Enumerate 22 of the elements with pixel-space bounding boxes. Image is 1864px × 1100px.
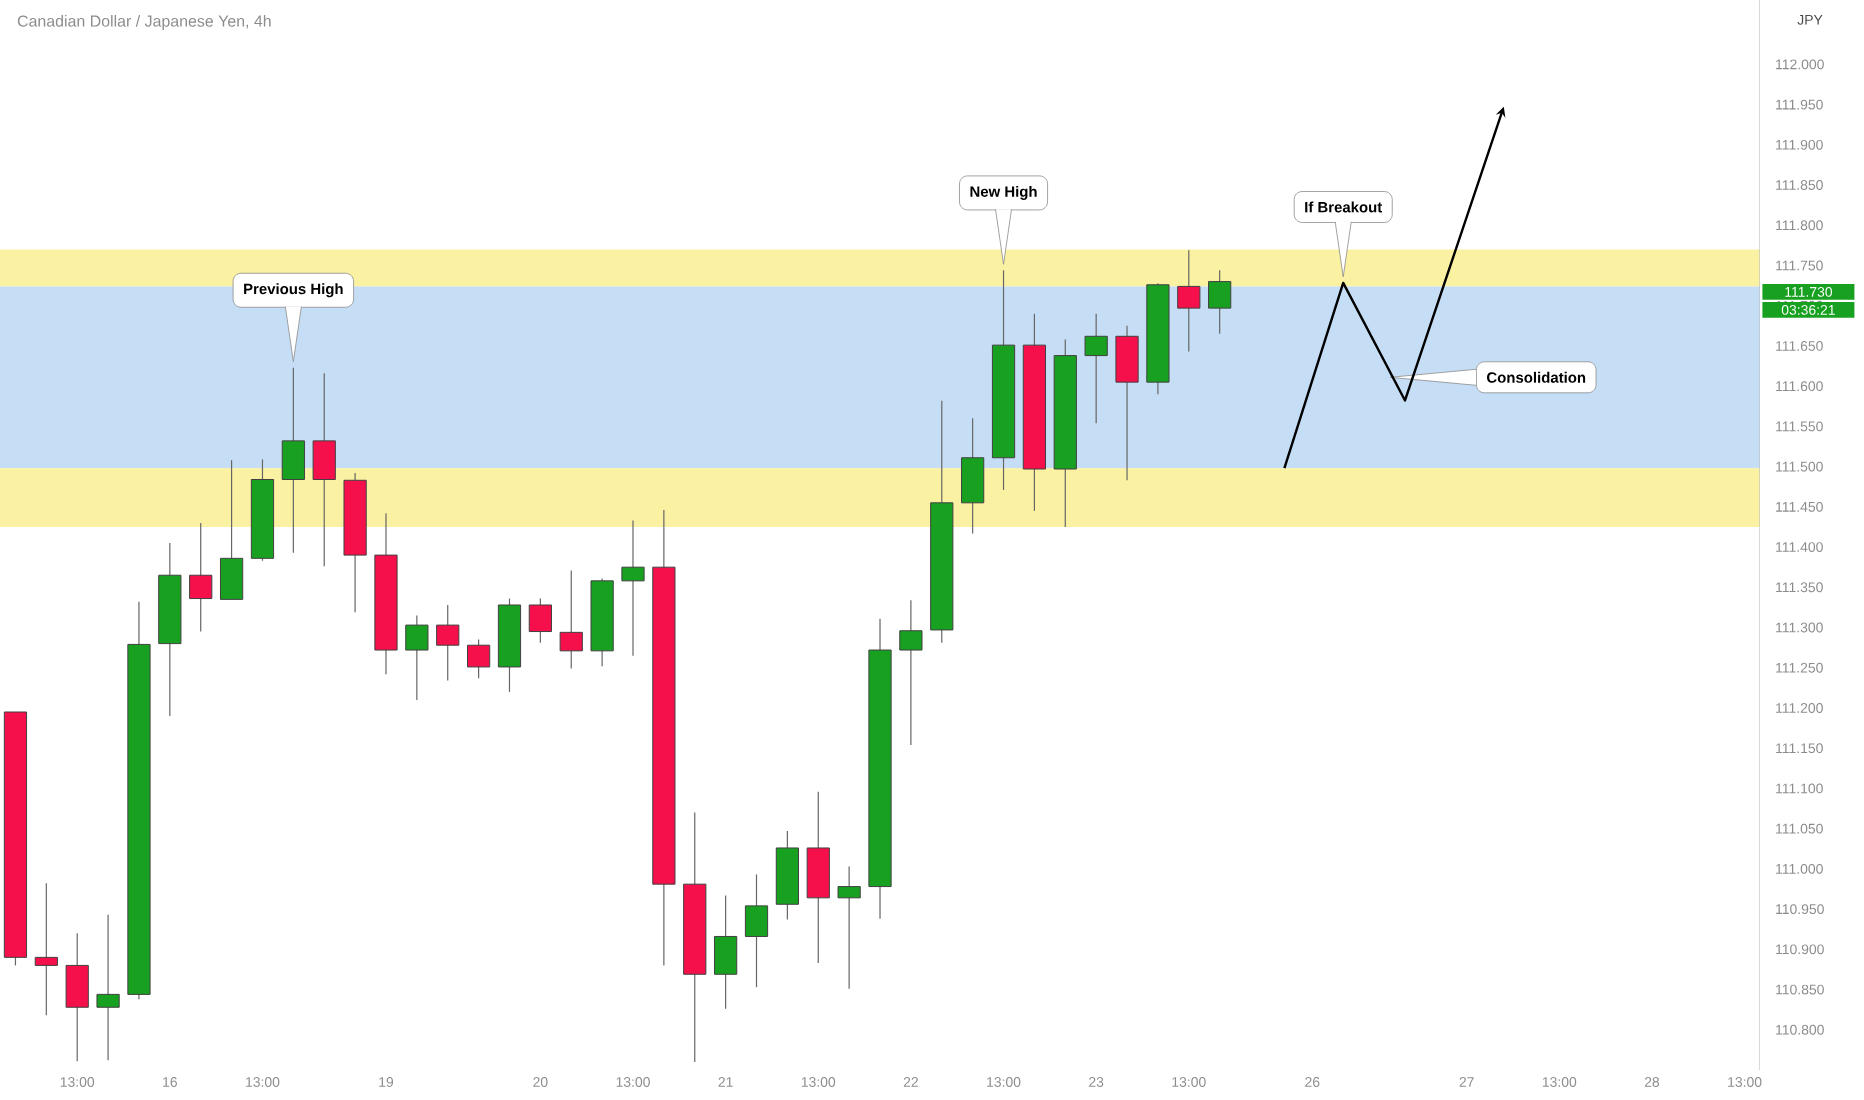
candlestick — [899, 599, 923, 746]
candlestick — [436, 604, 460, 682]
candlestick — [65, 932, 89, 1062]
candlestick — [34, 882, 58, 1016]
candlestick — [837, 865, 861, 990]
candlestick — [961, 417, 985, 534]
candlestick — [621, 519, 645, 657]
candlestick — [744, 873, 769, 988]
candlestick — [714, 894, 738, 1010]
candlestick — [96, 914, 120, 1061]
candlestick — [528, 597, 552, 644]
candlestick — [219, 459, 244, 600]
candlestick — [405, 614, 429, 701]
candlestick — [1208, 269, 1232, 335]
candlestick — [466, 638, 491, 679]
candlestick — [559, 569, 583, 670]
candlestick — [312, 372, 336, 567]
candlestick — [189, 522, 213, 633]
candlestick — [1115, 325, 1139, 481]
candlestick — [1084, 313, 1108, 424]
candlestick — [1177, 249, 1201, 353]
candlestick — [281, 367, 305, 554]
